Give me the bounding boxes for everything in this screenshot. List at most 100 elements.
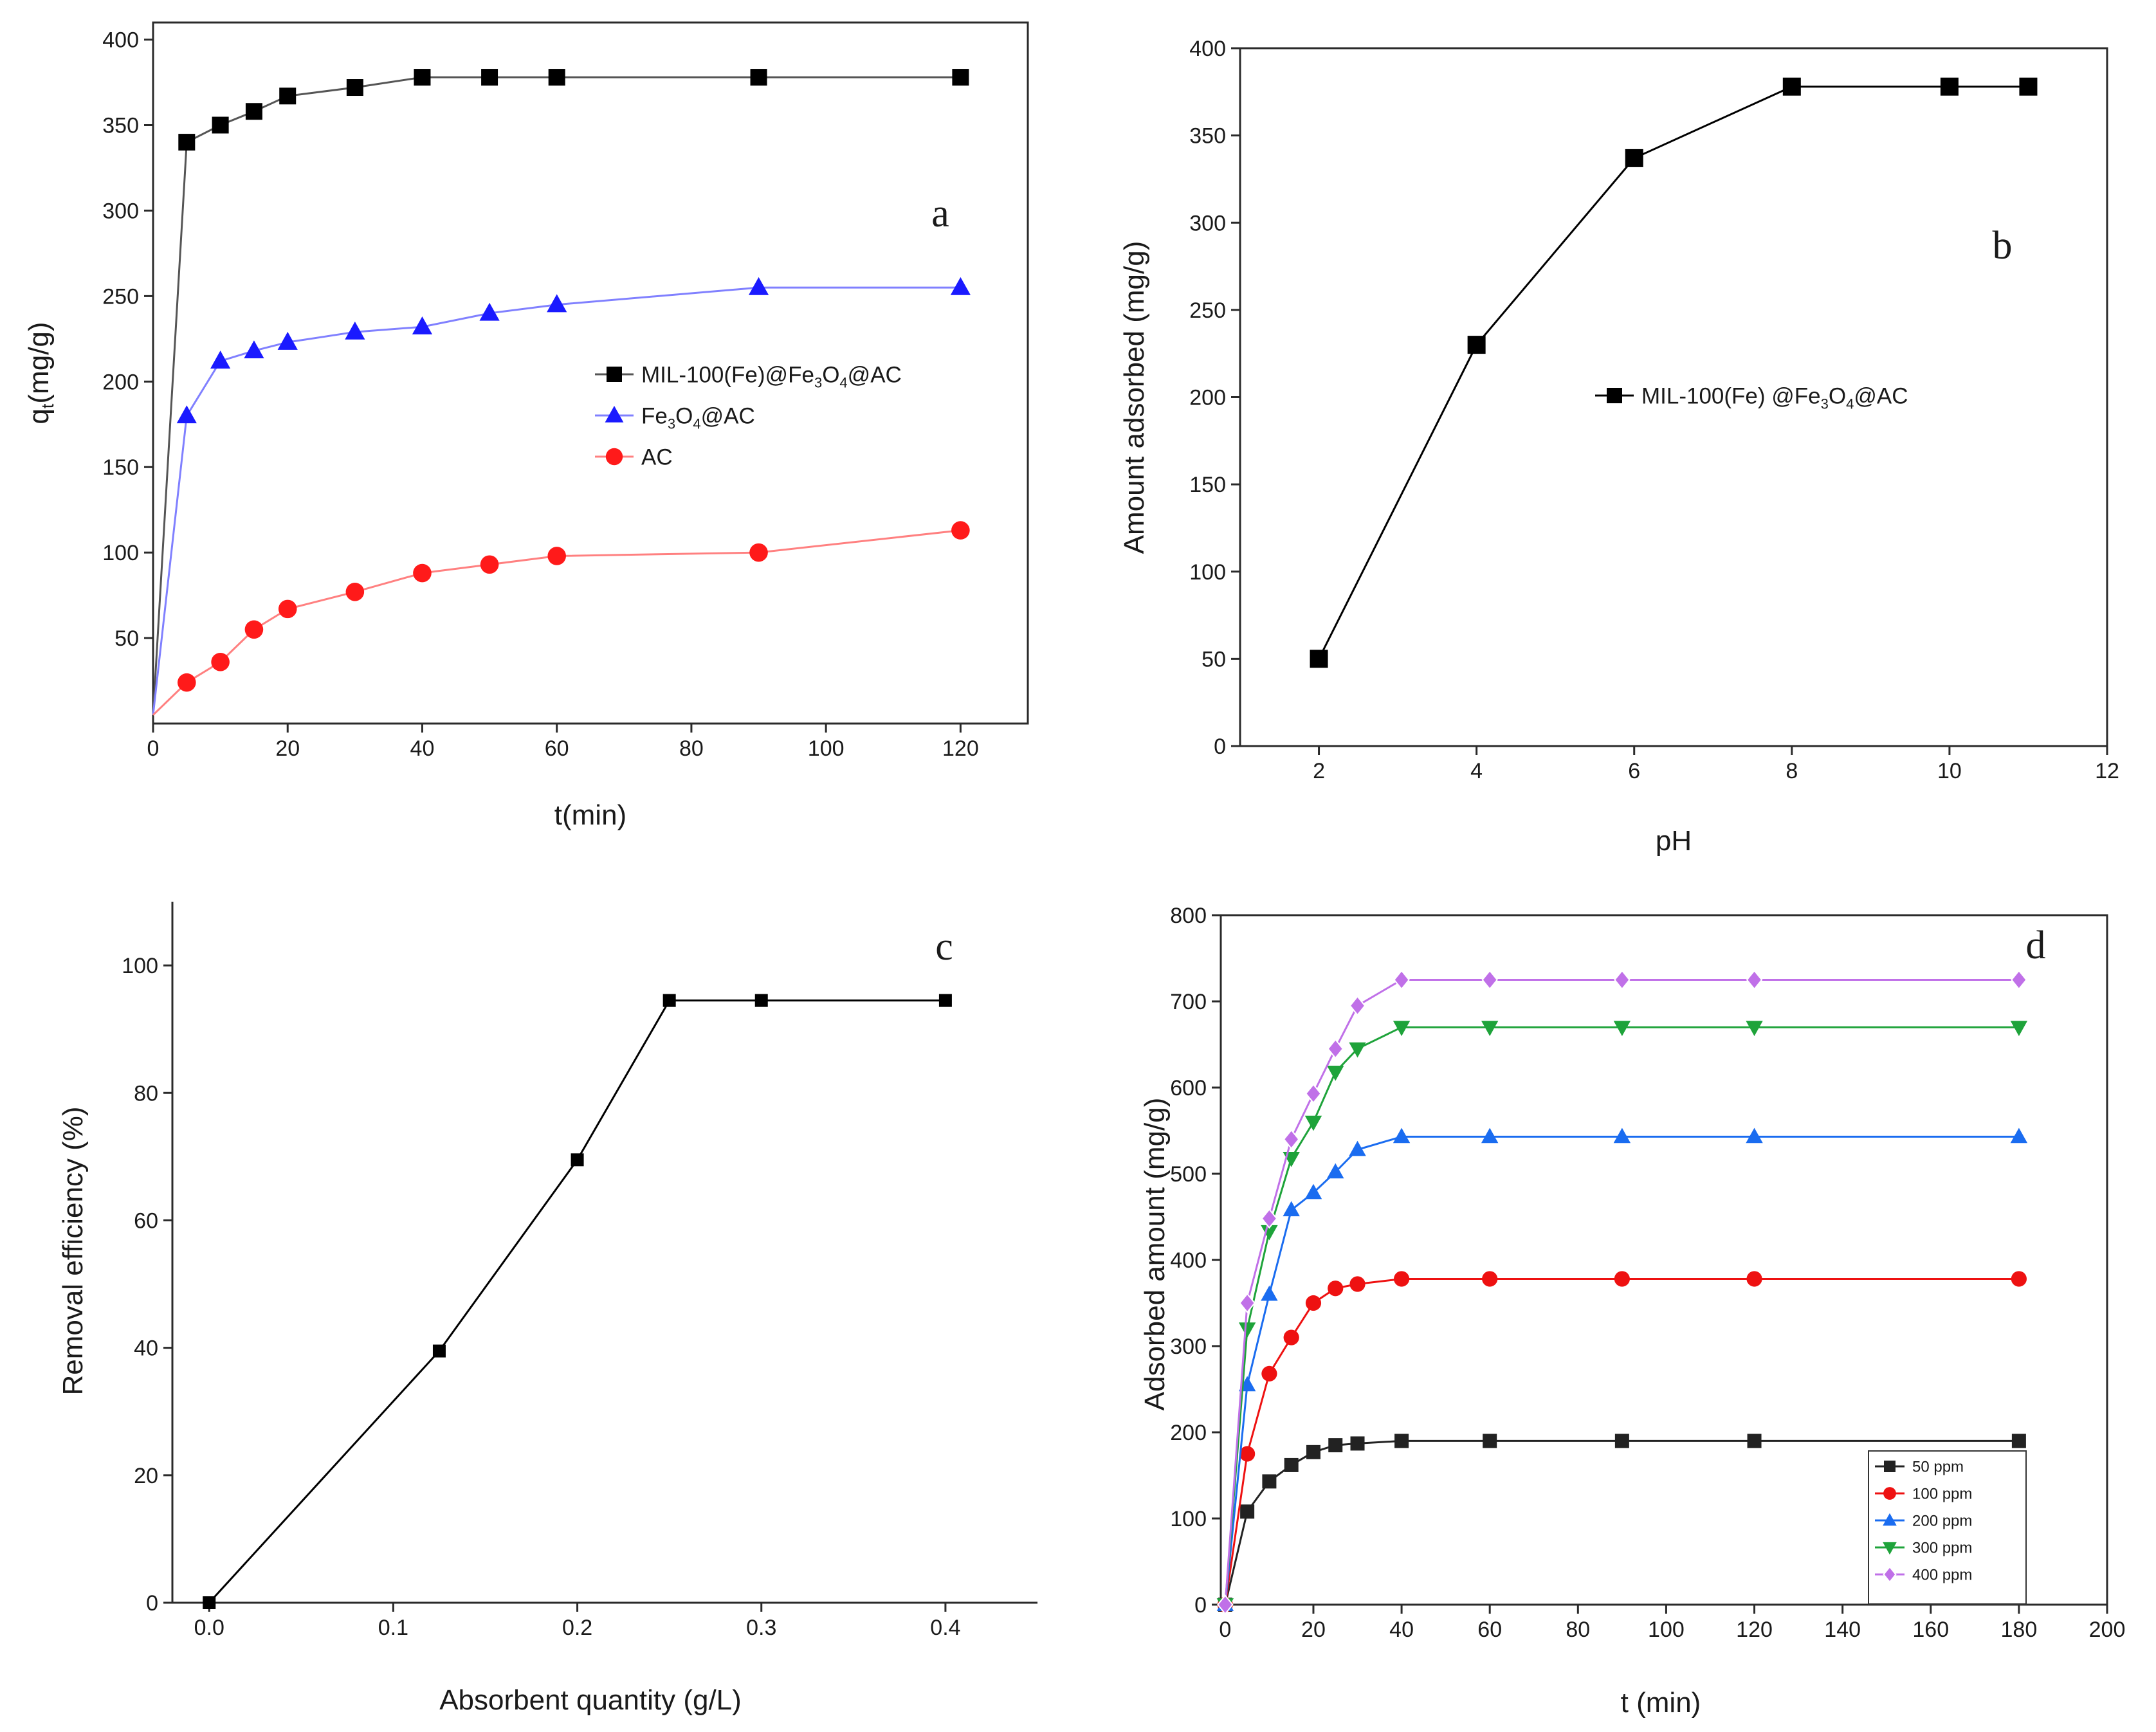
legend-marker [605,406,624,423]
y-tick-label: 500 [1170,1162,1207,1187]
data-point [1349,1276,1366,1292]
data-point [1349,1042,1366,1058]
data-point [662,994,676,1007]
y-tick-label: 20 [134,1464,158,1488]
data-point [950,277,971,295]
x-tick-label: 120 [1736,1618,1773,1642]
data-point [346,79,363,96]
y-tick-label: 300 [1170,1335,1207,1359]
data-point [1746,1127,1763,1144]
series-4 [1217,969,2027,1615]
series-0 [203,994,952,1609]
x-tick-label: 140 [1824,1618,1861,1642]
x-tick-label: 160 [1912,1618,1949,1642]
panel-a: 0 20 40 60 80 100 120 50 100 150 200 250 300 350 400 t(… [23,21,1029,831]
x-tick-label: 6 [1628,759,1640,783]
data-point [1310,650,1328,668]
legend-marker [1883,1565,1897,1583]
legend-marker [1883,1487,1896,1500]
data-point [1613,1127,1631,1144]
x-tick-label: 100 [1648,1618,1685,1642]
legend-label: 200 ppm [1912,1512,1972,1529]
legend-label: 400 ppm [1912,1566,1972,1583]
data-point [1483,1434,1497,1448]
y-tick-label: 0 [1214,734,1226,759]
y-tick-label: 400 [1170,1248,1207,1273]
series-1 [152,277,971,715]
legend-marker [1884,1461,1896,1472]
series-2 [152,521,970,716]
data-point [938,994,952,1007]
data-point [1306,1445,1320,1459]
data-point [412,316,433,334]
x-tick-label: 60 [545,736,569,761]
x-tick-label: 0.3 [746,1616,776,1640]
data-point [1283,1201,1300,1217]
panel-label: c [935,925,953,969]
data-point [1327,1038,1344,1059]
series-line [1318,86,2029,660]
y-tick-label: 100 [122,954,158,978]
data-point [1394,1434,1409,1448]
data-point [244,340,264,359]
y-tick-label: 350 [1189,124,1226,149]
x-tick-label: 80 [679,736,704,761]
legend: 50 ppm 100 ppm 200 ppm 300 ppm 400 ppm [1868,1450,2027,1605]
data-point [1305,1083,1322,1104]
y-tick-label: 600 [1170,1076,1207,1100]
data-point [1747,1434,1762,1448]
y-tick-label: 200 [102,370,139,394]
data-point [1238,1322,1256,1338]
data-point [1304,1115,1322,1131]
x-tick-label: 0 [1219,1618,1231,1642]
data-point [2011,1434,2026,1448]
y-tick-label: 350 [102,114,139,138]
legend-box [1868,1450,2027,1605]
x-tick-label: 60 [1477,1618,1502,1642]
y-tick-label: 50 [1201,647,1226,671]
series-line [1224,1135,2019,1605]
data-point [212,116,229,134]
y-tick-label: 60 [134,1208,158,1233]
data-point [1261,1225,1278,1241]
data-point [1349,995,1366,1016]
data-point [2011,1271,2027,1287]
data-point [203,1596,216,1609]
y-tick-label: 40 [134,1336,158,1361]
data-point [345,582,365,601]
x-tick-label: 200 [2089,1618,2126,1642]
series-line [1224,1278,2019,1605]
series-line [152,76,961,715]
data-point [1940,77,1959,96]
data-point [1350,1436,1365,1451]
data-point [1240,1504,1255,1519]
series-line [152,286,961,715]
series-0 [152,69,969,715]
x-tick-label: 40 [410,736,435,761]
data-point [1481,969,1499,990]
data-point [1782,77,1801,96]
data-point [571,1153,584,1167]
y-tick-label: 100 [102,541,139,565]
series-line [1224,1026,2019,1605]
data-point [480,555,499,574]
x-axis-label: t(min) [554,799,626,831]
data-point [1284,1457,1299,1472]
legend-marker [1883,1542,1897,1555]
data-point [1613,1021,1631,1036]
data-point [278,599,297,619]
panel-label: a [931,192,949,235]
data-point [1261,1365,1277,1381]
y-tick-label: 0 [1194,1593,1207,1618]
data-point [1467,336,1486,354]
x-tick-label: 40 [1389,1618,1414,1642]
y-tick-label: 700 [1170,990,1207,1014]
data-point [1393,1271,1410,1287]
x-tick-label: 180 [2001,1618,2038,1642]
data-point [2010,1021,2028,1036]
x-tick-label: 80 [1566,1618,1590,1642]
data-point [749,543,768,562]
legend: MIL-100(Fe) @Fe3O4@AC [1595,383,1908,412]
data-point [1283,1129,1300,1150]
data-point [1304,1183,1322,1199]
